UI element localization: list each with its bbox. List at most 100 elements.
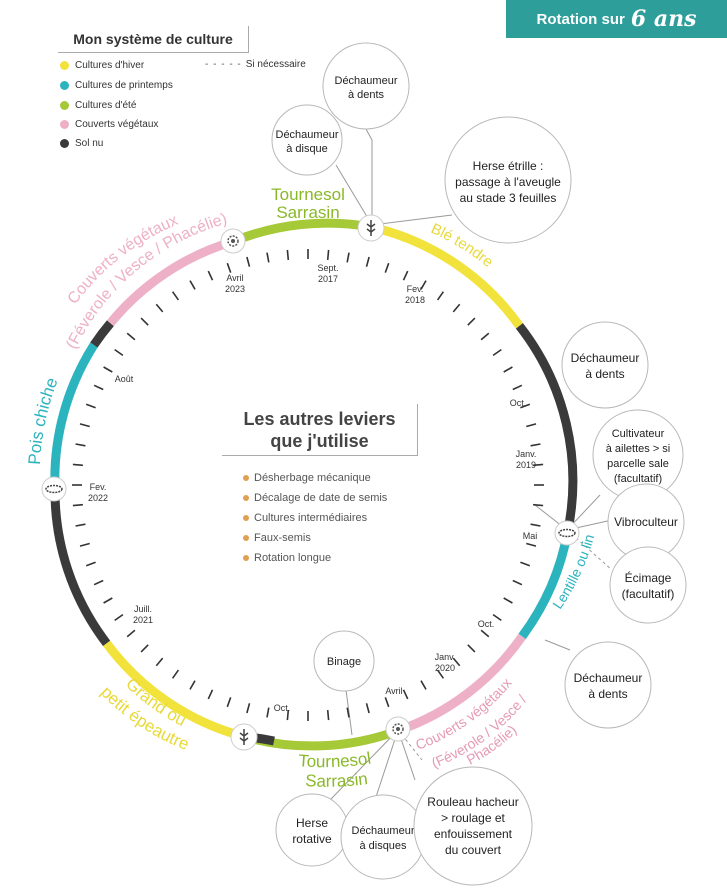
svg-text:parcelle sale: parcelle sale bbox=[607, 458, 669, 470]
date-oct: Oct. bbox=[510, 398, 527, 408]
month-tick bbox=[85, 561, 96, 567]
winter-dot bbox=[60, 61, 69, 70]
month-tick bbox=[526, 423, 537, 428]
month-tick bbox=[526, 542, 537, 547]
date-2021: 2021 bbox=[133, 615, 153, 625]
tool-bubbles: Déchaumeur à dents Déchaumeur à disque H… bbox=[271, 42, 687, 886]
month-tick bbox=[480, 332, 490, 341]
dash-icon: - - - - - bbox=[205, 59, 242, 70]
month-tick bbox=[436, 669, 445, 679]
month-tick bbox=[114, 613, 124, 622]
month-tick bbox=[520, 561, 531, 567]
rotation-banner: Rotation sur 6 ans bbox=[506, 0, 727, 38]
lever-item: Faux-semis bbox=[243, 532, 311, 544]
month-tick bbox=[266, 707, 270, 718]
month-tick bbox=[155, 657, 164, 667]
sunflower-icon-bottom bbox=[385, 716, 411, 742]
bullet-icon bbox=[243, 495, 249, 501]
svg-text:à disques: à disques bbox=[359, 840, 407, 852]
svg-text:du couvert: du couvert bbox=[445, 843, 502, 857]
arc-epeautre bbox=[102, 640, 246, 742]
legend-item-cover: Couverts végétaux bbox=[60, 119, 158, 130]
arc-lentille bbox=[518, 530, 573, 640]
month-tick bbox=[530, 523, 541, 527]
month-tick bbox=[207, 270, 214, 281]
svg-text:au stade 3 feuilles: au stade 3 feuilles bbox=[460, 191, 557, 205]
bubble-ecimage: Écimage (facultatif) bbox=[609, 546, 687, 624]
svg-text:Déchaumeur: Déchaumeur bbox=[571, 351, 640, 365]
svg-text:à dents: à dents bbox=[585, 367, 624, 381]
date-aout: Août bbox=[115, 374, 134, 384]
month-tick bbox=[492, 348, 502, 357]
month-tick bbox=[480, 629, 490, 638]
month-tick bbox=[384, 697, 390, 708]
legend-item-spring: Cultures de printemps bbox=[60, 80, 173, 91]
svg-text:Écimage: Écimage bbox=[625, 570, 672, 585]
date-2017: 2017 bbox=[318, 274, 338, 284]
month-tick bbox=[365, 703, 370, 714]
month-tick bbox=[326, 710, 330, 721]
crop-labels: Tournesol Sarrasin Blé tendre Lentille o… bbox=[25, 185, 597, 791]
label-couverts-left-1: Couverts végétaux bbox=[65, 212, 181, 308]
legend-optional: - - - - - Si nécessaire bbox=[205, 59, 306, 70]
month-tick bbox=[226, 697, 232, 708]
month-tick bbox=[533, 463, 544, 467]
bubble-dechaumeur-dents-bottom-right: Déchaumeur à dents bbox=[564, 641, 652, 729]
date-juill: Juill. bbox=[134, 604, 152, 614]
month-tick bbox=[103, 597, 113, 604]
month-tick bbox=[93, 579, 104, 586]
svg-text:(facultatif): (facultatif) bbox=[622, 587, 675, 601]
lever-item: Décalage de date de semis bbox=[243, 492, 387, 504]
month-tick bbox=[452, 303, 461, 313]
month-tick bbox=[171, 669, 180, 679]
legend-title: Mon système de culture bbox=[58, 26, 249, 53]
month-tick bbox=[79, 542, 90, 547]
lever-item: Rotation longue bbox=[243, 552, 331, 564]
month-tick bbox=[520, 403, 531, 409]
month-tick bbox=[286, 249, 290, 260]
svg-text:à disque: à disque bbox=[286, 143, 328, 155]
svg-text:(facultatif): (facultatif) bbox=[614, 473, 662, 485]
ring-nodes bbox=[41, 214, 580, 751]
month-tick bbox=[346, 252, 350, 263]
month-tick bbox=[226, 262, 232, 273]
bubble-dechaumeur-disques: Déchaumeur à disques bbox=[340, 794, 426, 880]
month-tick bbox=[189, 680, 196, 690]
month-tick bbox=[189, 280, 196, 290]
date-fev: Fev. bbox=[407, 284, 424, 294]
month-tick bbox=[140, 644, 149, 653]
date-2018: 2018 bbox=[405, 295, 425, 305]
month-tick bbox=[85, 403, 96, 409]
month-tick bbox=[207, 689, 214, 700]
svg-text:à dents: à dents bbox=[348, 89, 385, 101]
spring-dot bbox=[60, 81, 69, 90]
bullet-icon bbox=[243, 475, 249, 481]
month-tick bbox=[75, 443, 86, 447]
svg-text:Cultivateur: Cultivateur bbox=[612, 428, 665, 440]
month-tick bbox=[155, 303, 164, 313]
month-tick bbox=[72, 503, 83, 507]
label-sarrasin-bottom: Sarrasin bbox=[305, 769, 369, 791]
label-sarrasin-top: Sarrasin bbox=[276, 203, 339, 222]
month-tick bbox=[420, 680, 427, 690]
month-tick bbox=[246, 703, 251, 714]
bubble-herse-etrille: Herse étrille : passage à l'aveugle au s… bbox=[444, 116, 572, 244]
svg-text:rotative: rotative bbox=[292, 832, 332, 846]
date-2020: 2020 bbox=[435, 663, 455, 673]
seed-icon-left bbox=[41, 476, 67, 502]
date-mai: Mai bbox=[523, 531, 538, 541]
svg-text:> roulage et: > roulage et bbox=[441, 811, 505, 825]
svg-text:enfouissement: enfouissement bbox=[434, 827, 513, 841]
month-tick bbox=[93, 384, 104, 391]
date-oct3: Oct. bbox=[274, 703, 291, 713]
levers-title: Les autres leviers que j'utilise bbox=[222, 404, 418, 456]
banner-text: Rotation sur bbox=[536, 10, 625, 28]
wheat-icon-bottom bbox=[230, 723, 258, 751]
arc-bare-1 bbox=[515, 323, 578, 533]
month-tick bbox=[114, 348, 124, 357]
wheat-icon-top bbox=[357, 214, 385, 242]
date-avril2: Avril bbox=[226, 273, 243, 283]
sunflower-icon-top bbox=[220, 228, 246, 254]
arc-couverts-right bbox=[396, 633, 526, 735]
summer-dot bbox=[60, 101, 69, 110]
